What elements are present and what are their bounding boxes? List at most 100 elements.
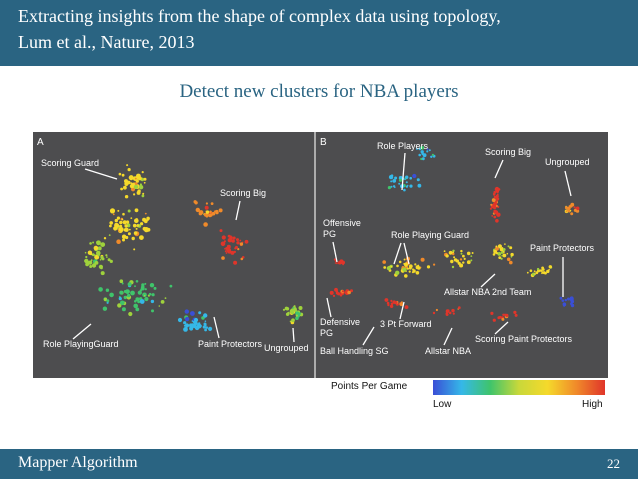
panel-a-letter: A [37,137,44,148]
mapper-node [451,308,455,313]
mapper-node [184,309,189,314]
mapper-node [96,240,101,246]
mapper-node [411,271,414,274]
mapper-node [122,212,125,216]
mapper-node [198,311,202,315]
mapper-node [221,235,226,240]
mapper-node [389,304,394,308]
mapper-node [460,249,463,253]
mapper-node [128,228,131,231]
mapper-node [496,199,498,202]
mapper-node [109,221,113,225]
mapper-node [382,260,387,264]
mapper-node [570,212,574,216]
label-defensive: Defensive [320,317,360,327]
mapper-node [134,208,139,213]
mapper-node [347,290,351,295]
mapper-node [203,222,208,227]
mapper-node [546,269,550,274]
mapper-node [409,176,413,180]
mapper-node [121,282,124,285]
mapper-node [494,246,499,251]
mapper-node [114,222,118,227]
color-legend-title: Points Per Game [331,381,408,392]
mapper-node [495,189,500,193]
mapper-node [133,303,138,309]
mapper-node [450,259,454,264]
mapper-node [412,173,417,179]
mapper-node [237,248,240,251]
mapper-node [535,271,539,275]
mapper-node [177,317,183,323]
mapper-node [495,205,498,207]
mapper-node [457,306,461,310]
mapper-node [569,204,573,208]
mapper-node [510,252,514,257]
mapper-node [334,262,337,264]
mapper-node [141,283,145,287]
mapper-node [112,213,115,216]
pointer-ungrouped-a [292,327,295,343]
mapper-node [387,303,390,307]
mapper-node [114,218,119,223]
mapper-node [134,177,137,180]
mapper-node [100,271,105,276]
mapper-node [390,185,393,188]
mapper-node [153,286,157,290]
mapper-node [196,323,202,329]
mapper-node [453,258,458,262]
mapper-node [426,148,429,151]
color-legend-low: Low [433,399,452,410]
mapper-node [541,268,545,271]
label-paint-protectors-a: Paint Protectors [198,339,263,349]
mapper-node [332,294,336,297]
mapper-node [398,182,401,185]
mapper-node [295,314,298,317]
mapper-node [502,313,505,316]
mapper-node [84,251,87,254]
mapper-node [135,297,140,302]
mapper-node [559,296,563,300]
mapper-node [127,168,131,172]
mapper-node [244,239,249,244]
mapper-node [194,201,198,205]
mapper-node [209,210,212,214]
mapper-node [493,209,497,213]
mapper-node [87,250,93,255]
mapper-node [548,265,552,269]
mapper-node [229,236,233,240]
mapper-node [293,307,297,312]
mapper-node [230,250,235,255]
mapper-node [575,206,580,211]
mapper-node [342,263,344,266]
label-allstar-nba: Allstar NBA [425,346,471,356]
mapper-node [125,289,130,294]
mapper-node [539,269,543,272]
mapper-node [208,326,213,331]
pointer-paint-protectors-a [213,316,220,339]
mapper-node [120,300,125,306]
mapper-node [219,209,222,212]
panel-b: B Role Players Scoring Big Ungrouped Off… [320,137,595,356]
mapper-node [148,292,152,296]
mapper-node [432,311,436,315]
mapper-node [141,194,145,198]
mapper-node [183,321,187,325]
mapper-node [143,181,146,184]
mapper-node [337,261,341,265]
mapper-node [118,172,122,176]
panel-a-dots [84,164,304,332]
mapper-node [420,257,425,262]
label-role-playing-guard-a: Role PlayingGuard [43,339,119,349]
mapper-node [215,210,219,215]
mapper-node [491,215,494,217]
mapper-node [239,242,244,246]
mapper-node [113,226,118,231]
mapper-node [542,271,546,275]
mapper-node [562,302,566,306]
mapper-node [502,253,507,258]
mapper-node [435,308,438,312]
mapper-node [445,309,450,313]
mapper-node [396,264,399,268]
mapper-node [105,254,108,257]
